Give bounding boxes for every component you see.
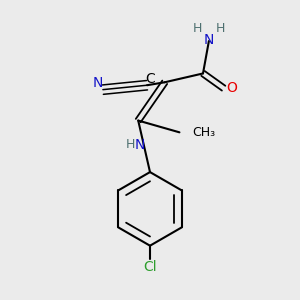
Text: N: N — [134, 138, 145, 152]
Text: Cl: Cl — [143, 260, 157, 274]
Text: CH₃: CH₃ — [193, 126, 216, 139]
Text: H: H — [126, 138, 136, 151]
Text: C: C — [146, 72, 155, 86]
Text: O: O — [226, 81, 237, 95]
Text: N: N — [204, 33, 214, 46]
Text: N: N — [92, 76, 103, 90]
Text: H: H — [192, 22, 202, 35]
Text: H: H — [216, 22, 225, 35]
